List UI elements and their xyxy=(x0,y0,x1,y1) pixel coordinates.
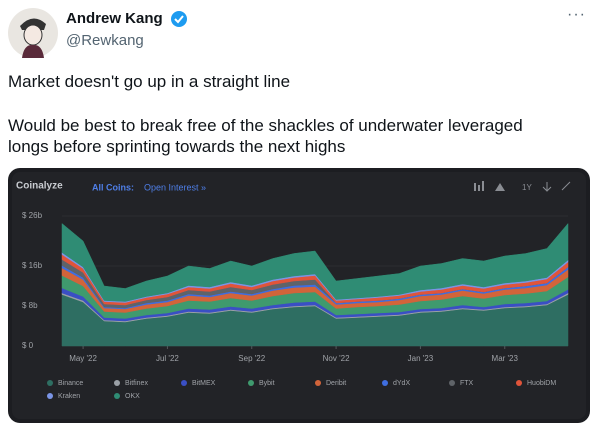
area xyxy=(61,222,569,302)
x-tick-label: Nov '22 xyxy=(323,354,350,363)
legend-label: BitMEX xyxy=(192,380,216,387)
brand: Coinalyze xyxy=(16,181,63,192)
legend-item[interactable]: OKX xyxy=(114,393,140,400)
legend-swatch xyxy=(114,393,120,399)
chart: Coinalyze All Coins: Open Interest » 1Y … xyxy=(12,172,586,419)
chart-subtitle[interactable]: Open Interest » xyxy=(144,182,206,192)
legend-label: HuobiDM xyxy=(527,380,556,387)
legend-label: FTX xyxy=(460,380,474,387)
toolbar-icon[interactable] xyxy=(495,183,505,191)
legend-label: Binance xyxy=(58,380,83,387)
x-tick-label: Jan '23 xyxy=(408,354,434,363)
legend-item[interactable]: dYdX xyxy=(382,380,410,387)
x-tick-label: May '22 xyxy=(69,354,97,363)
legend-label: Deribit xyxy=(326,380,346,387)
legend-item[interactable]: Bybit xyxy=(248,380,275,387)
tweet-text: Would be best to break free of the shack… xyxy=(8,116,523,156)
x-tick-label: Jul '22 xyxy=(156,354,179,363)
x-tick-label: Sep '22 xyxy=(238,354,265,363)
toolbar-icon[interactable] xyxy=(561,181,571,191)
range-button[interactable]: 1Y xyxy=(522,183,532,192)
legend-label: OKX xyxy=(125,393,140,400)
legend-swatch xyxy=(47,380,53,386)
tweet-text: Market doesn't go up in a straight line xyxy=(8,72,291,91)
legend-swatch xyxy=(47,393,53,399)
legend-swatch xyxy=(114,380,120,386)
author-handle[interactable]: @Rewkang xyxy=(66,32,144,49)
legend-swatch xyxy=(315,380,321,386)
legend-label: dYdX xyxy=(393,380,410,387)
y-tick-label: $ 26b xyxy=(22,211,43,220)
y-tick-label: $ 16b xyxy=(22,261,43,270)
author-name[interactable]: Andrew Kang xyxy=(66,10,163,27)
toolbar xyxy=(474,181,571,192)
verified-badge xyxy=(171,11,187,27)
legend-swatch xyxy=(181,380,187,386)
y-tick-label: $ 8b xyxy=(22,301,38,310)
legend-item[interactable]: Deribit xyxy=(315,380,346,387)
avatar[interactable] xyxy=(8,8,58,58)
toolbar-icon[interactable] xyxy=(542,182,552,192)
legend-swatch xyxy=(516,380,522,386)
legend-item[interactable]: HuobiDM xyxy=(516,380,556,387)
legend-swatch xyxy=(248,380,254,386)
legend-swatch xyxy=(449,380,455,386)
y-tick-label: $ 0 xyxy=(22,341,34,350)
legend-item[interactable]: Binance xyxy=(47,380,83,387)
legend-item[interactable]: Kraken xyxy=(47,393,80,400)
legend-label: Bitfinex xyxy=(125,380,148,387)
chart-title: All Coins: xyxy=(92,182,134,192)
x-tick-label: Mar '23 xyxy=(492,354,519,363)
legend-label: Bybit xyxy=(259,380,275,387)
tweet-image[interactable]: Coinalyze All Coins: Open Interest » 1Y … xyxy=(8,168,590,423)
legend-label: Kraken xyxy=(58,393,80,400)
legend-item[interactable]: FTX xyxy=(449,380,474,387)
more-button[interactable]: ··· xyxy=(567,6,586,23)
legend-item[interactable]: BitMEX xyxy=(181,380,216,387)
toolbar-icon[interactable] xyxy=(474,183,476,191)
legend-swatch xyxy=(382,380,388,386)
legend-item[interactable]: Bitfinex xyxy=(114,380,148,387)
